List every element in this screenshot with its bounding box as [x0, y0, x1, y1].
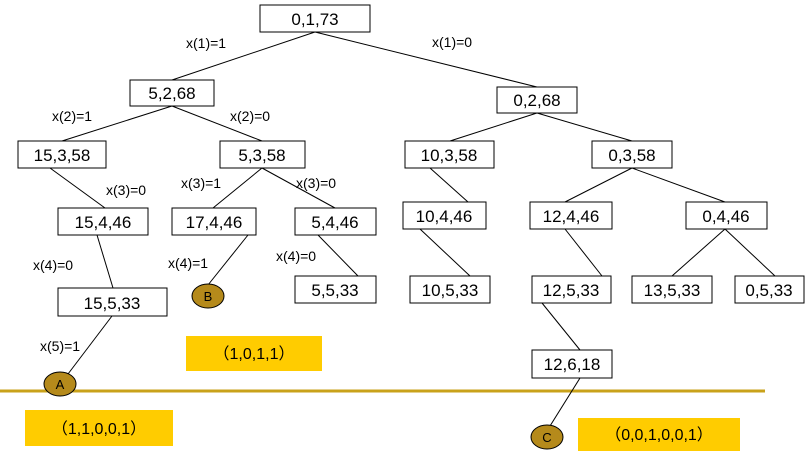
edge-n13-a	[67, 315, 113, 375]
edge-n1-n4	[171, 105, 263, 142]
edge-label-x4-mid-left: x(4)=1	[168, 255, 208, 271]
edge-labels: x(1)=1 x(1)=0 x(2)=1 x(2)=0 x(3)=0 x(3)=…	[33, 34, 472, 354]
node-label: 12,6,18	[544, 355, 601, 374]
edge-n4-n8	[212, 167, 263, 209]
tree-nodes: 0,1,73 5,2,68 0,2,68 15,3,58 5,3,58 10,3…	[17, 4, 805, 379]
edge-n3-n7	[49, 167, 106, 209]
tree-node: 0,2,68	[496, 86, 578, 114]
node-label: 5,5,33	[311, 281, 358, 300]
answer-box-b: （1,0,1,1）	[186, 336, 322, 371]
tree-node: 5,3,58	[219, 140, 306, 169]
edge-label-x4-mid-right: x(4)=0	[276, 248, 316, 264]
edge-n0-n2	[314, 31, 538, 88]
tree-node: 15,5,33	[57, 287, 168, 317]
tree-node: 17,4,46	[171, 207, 257, 236]
tree-node: 10,4,46	[402, 201, 487, 230]
node-label: 5,2,68	[148, 84, 195, 103]
marker-a-label: A	[56, 377, 65, 392]
node-label: 15,3,58	[34, 146, 91, 165]
node-label: 15,5,33	[84, 294, 141, 313]
edge-label-x2-left: x(2)=1	[52, 108, 92, 124]
answer-b-text: （1,0,1,1）	[214, 345, 295, 363]
edge-n16-n19	[541, 302, 581, 351]
node-label: 0,4,46	[702, 207, 749, 226]
tree-node: 5,5,33	[294, 275, 377, 304]
node-label: 12,5,33	[543, 281, 600, 300]
edge-n2-n6	[536, 112, 633, 142]
node-label: 0,3,58	[608, 146, 655, 165]
answer-c-text: （0,0,1,0,0,1）	[605, 426, 713, 444]
edge-n11-n16	[564, 228, 603, 277]
tree-node: 0,1,73	[259, 4, 371, 33]
edge-label-x3-mid-right: x(3)=0	[296, 175, 336, 191]
edge-n9-n14	[317, 234, 359, 277]
node-label: 10,5,33	[422, 281, 479, 300]
edge-n5-n10	[429, 167, 469, 203]
edge-label-x2-right: x(2)=0	[230, 108, 270, 124]
edge-n10-n15	[419, 228, 471, 277]
edge-n0-n1	[171, 31, 316, 81]
node-label: 13,5,33	[644, 281, 701, 300]
node-label: 17,4,46	[186, 213, 243, 232]
edge-n19-c	[549, 377, 581, 427]
tree-edges	[49, 31, 776, 427]
tree-node: 15,4,46	[57, 207, 149, 236]
node-label: 12,4,46	[543, 207, 600, 226]
edge-n2-n5	[449, 112, 538, 142]
edge-n12-n18	[724, 228, 776, 277]
tree-node: 10,5,33	[409, 275, 491, 304]
tree-node: 12,4,46	[529, 201, 613, 230]
node-label: 15,4,46	[75, 213, 132, 232]
edge-label-x5-left: x(5)=1	[40, 338, 80, 354]
node-label: 0,5,33	[745, 281, 792, 300]
edge-n4-n9	[261, 167, 336, 209]
tree-node: 12,5,33	[531, 275, 612, 304]
marker-a: A	[43, 371, 77, 397]
tree-node: 13,5,33	[631, 275, 713, 304]
answer-a-text: （1,1,0,0,1）	[52, 420, 146, 438]
node-label: 0,2,68	[513, 91, 560, 110]
tree-node: 0,5,33	[734, 275, 805, 304]
marker-c: C	[530, 424, 564, 450]
edge-label-x3-mid-left: x(3)=1	[181, 175, 221, 191]
marker-c-label: C	[542, 430, 551, 445]
tree-node: 12,6,18	[531, 349, 613, 379]
edge-label-x4-left: x(4)=0	[33, 257, 73, 273]
edge-label-x1-right: x(1)=0	[432, 34, 472, 50]
node-label: 10,4,46	[416, 207, 473, 226]
tree-node: 0,3,58	[591, 140, 673, 169]
edge-n1-n3	[61, 105, 173, 142]
edge-n7-n13	[96, 234, 114, 289]
edge-label-x1-left: x(1)=1	[186, 35, 226, 51]
tree-node: 5,2,68	[129, 79, 215, 107]
node-label: 10,3,58	[421, 146, 478, 165]
tree-node: 10,3,58	[404, 140, 495, 169]
edge-n8-b	[207, 234, 249, 286]
tree-node: 5,4,46	[294, 207, 377, 236]
edge-n12-n17	[671, 228, 726, 277]
marker-b: B	[191, 283, 225, 309]
edge-label-x3-left-branch: x(3)=0	[106, 182, 146, 198]
node-label: 5,4,46	[311, 213, 358, 232]
edge-n6-n11	[564, 167, 633, 203]
answer-box-c: （0,0,1,0,0,1）	[578, 418, 740, 451]
marker-b-label: B	[204, 289, 213, 304]
node-label: 5,3,58	[238, 146, 285, 165]
node-label: 0,1,73	[291, 10, 338, 29]
tree-node: 15,3,58	[17, 140, 107, 169]
answer-box-a: （1,1,0,0,1）	[25, 410, 173, 446]
tree-node: 0,4,46	[685, 201, 768, 230]
edge-n6-n12	[631, 167, 726, 203]
